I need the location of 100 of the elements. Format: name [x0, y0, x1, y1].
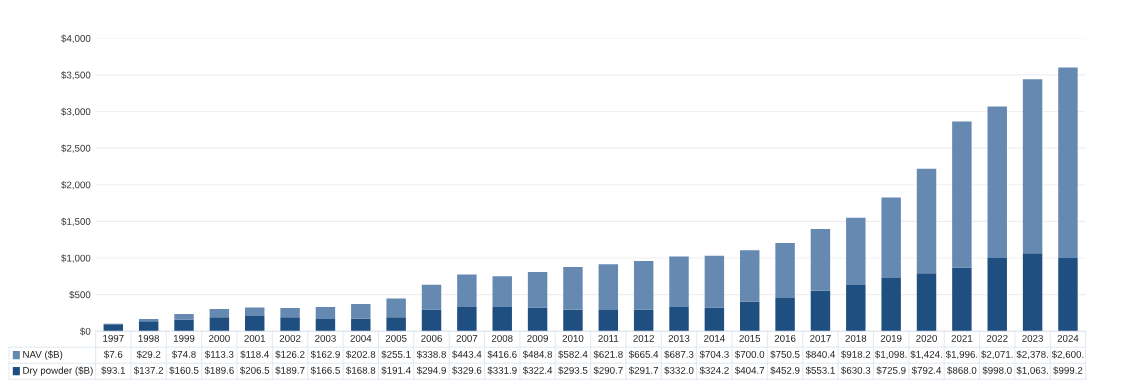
- bar: [527, 272, 548, 308]
- data-label: $290.7: [593, 366, 623, 375]
- data-label: $168.8: [346, 366, 376, 375]
- x-tick-label: 2000: [209, 334, 230, 342]
- bar: [138, 319, 159, 322]
- bar: [280, 317, 300, 332]
- bar: [952, 121, 972, 268]
- x-tick-label: 2021: [951, 334, 973, 342]
- bar: [704, 307, 725, 332]
- bar: [315, 307, 336, 319]
- data-label: $29.2: [136, 350, 161, 359]
- x-tick-label: 2017: [810, 334, 831, 342]
- data-label: $750.5: [770, 350, 800, 359]
- x-tick-label: 2018: [845, 334, 867, 342]
- data-label: $452.9: [770, 366, 800, 375]
- bar: [563, 267, 583, 310]
- bar: [457, 274, 477, 308]
- data-label: $792.4: [911, 366, 942, 375]
- data-label: $1,063.: [1016, 366, 1048, 375]
- x-tick-label: 2013: [668, 334, 690, 342]
- bar: [457, 307, 477, 332]
- data-label: $93.1: [101, 366, 125, 375]
- data-label: $725.9: [876, 366, 906, 375]
- data-label: $2,378.: [1016, 350, 1048, 359]
- bar: [563, 309, 583, 332]
- data-label: $294.9: [416, 366, 446, 375]
- x-tick-label: 2015: [739, 334, 761, 342]
- data-label: $206.5: [239, 366, 270, 375]
- data-label: $7.6: [103, 350, 123, 359]
- data-label: $999.2: [1053, 366, 1083, 375]
- data-label: $868.0: [947, 366, 977, 375]
- x-tick-label: 2001: [244, 334, 266, 342]
- legend-label: NAV ($B): [23, 350, 63, 360]
- data-label: $113.3: [204, 350, 234, 359]
- data-label: $126.2: [275, 350, 305, 359]
- bar: [421, 284, 442, 310]
- bar: [386, 298, 406, 318]
- data-label: $582.4: [558, 350, 588, 359]
- data-label: $1,996.: [945, 350, 978, 359]
- x-tick-label: 2003: [315, 334, 336, 342]
- x-tick-label: 2009: [527, 334, 548, 342]
- bar: [209, 317, 230, 332]
- bar: [492, 306, 512, 332]
- data-label: $162.9: [310, 350, 340, 359]
- data-label: $160.5: [169, 366, 199, 375]
- data-label: $404.7: [734, 366, 765, 375]
- x-tick-label: 1997: [103, 334, 124, 342]
- data-label: $118.4: [240, 350, 269, 359]
- data-label: $630.3: [841, 366, 871, 375]
- x-tick-label: 2006: [421, 334, 442, 342]
- bar: [669, 256, 689, 307]
- x-tick-label: 2016: [774, 334, 796, 342]
- bar: [174, 313, 194, 320]
- bar: [138, 321, 159, 332]
- y-tick-label: $2,000: [61, 181, 91, 190]
- bar: [987, 258, 1007, 332]
- bar: [846, 285, 866, 332]
- bar: [1058, 258, 1078, 332]
- data-label: $137.2: [133, 366, 164, 375]
- x-tick-label: 2007: [456, 334, 478, 342]
- data-label: $74.8: [171, 350, 196, 359]
- x-tick-label: 1999: [173, 334, 195, 342]
- x-tick-label: 2004: [350, 334, 372, 342]
- y-tick-label: $1,500: [61, 217, 91, 227]
- bar: [598, 264, 619, 310]
- x-tick-label: 2010: [562, 334, 584, 342]
- x-tick-label: 2012: [633, 334, 654, 342]
- bar: [492, 276, 512, 307]
- bar: [775, 243, 795, 299]
- x-tick-label: 2024: [1057, 334, 1079, 342]
- data-label: $189.6: [204, 366, 234, 375]
- x-tick-label: 2019: [880, 334, 902, 342]
- data-label: $2,071.: [981, 350, 1013, 359]
- bar: [881, 197, 901, 279]
- data-label: $329.6: [452, 366, 482, 375]
- data-label: $665.4: [628, 350, 659, 359]
- x-tick-label: 2023: [1022, 334, 1043, 342]
- data-label: $293.5: [558, 366, 588, 375]
- data-label: $322.4: [522, 366, 553, 375]
- data-label: $621.8: [593, 350, 623, 359]
- x-tick-label: 2022: [986, 334, 1008, 342]
- data-label: $1,098.: [875, 350, 907, 359]
- data-label: $291.7: [628, 366, 659, 375]
- bar: [1058, 67, 1078, 258]
- bar: [740, 250, 760, 302]
- data-label: $191.4: [381, 366, 411, 375]
- y-tick-label: $2,500: [61, 144, 91, 153]
- bar: [881, 278, 901, 332]
- bar: [633, 309, 654, 332]
- data-label: $687.3: [664, 350, 694, 359]
- bar: [351, 318, 371, 332]
- x-tick-label: 1998: [138, 334, 160, 342]
- data-label: $840.4: [805, 350, 836, 359]
- y-tick-label: $1,000: [61, 254, 91, 263]
- bar: [916, 168, 937, 274]
- x-tick-label: 2002: [279, 334, 301, 342]
- bar: [987, 106, 1007, 259]
- x-tick-label: 2005: [385, 334, 407, 342]
- data-label: $331.9: [487, 366, 517, 375]
- data-label: $2,600.: [1051, 350, 1084, 359]
